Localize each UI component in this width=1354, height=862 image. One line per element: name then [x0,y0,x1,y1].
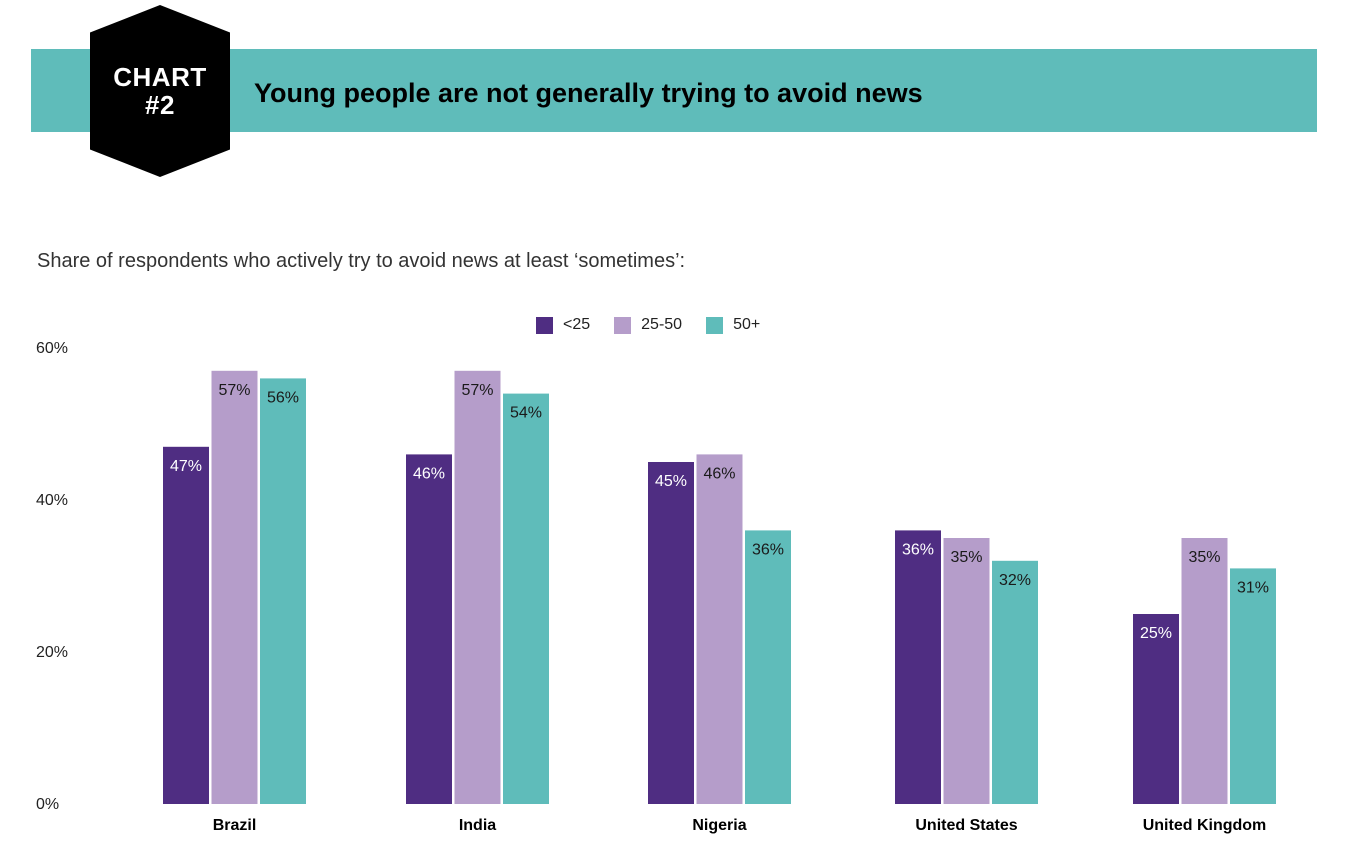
legend: <25 25-50 50+ [536,316,784,334]
bar-value-label: 57% [218,382,250,399]
chart-title: Young people are not generally trying to… [254,78,923,108]
bar-united-states-25-50 [943,538,990,804]
x-category-label: United Kingdom [1143,817,1267,834]
bar-value-label: 31% [1237,579,1269,596]
bar-united-states-50 [992,560,1038,804]
y-tick-label: 20% [36,644,68,661]
bar-value-label: 35% [950,549,982,566]
legend-label-under-25: <25 [563,316,591,333]
x-category-label: Brazil [213,817,257,834]
legend-swatch-50-plus [706,316,724,334]
bar-value-label: 46% [413,465,445,482]
bar-india-50 [503,393,549,804]
bar-brazil-under-25 [163,446,209,804]
bar-nigeria-25-50 [696,454,743,804]
bar-india-25-50 [454,370,501,804]
legend-label-25-50: 25-50 [641,316,683,333]
bar-value-label: 57% [461,382,493,399]
bar-india-under-25 [406,454,452,804]
x-category-label: Nigeria [692,817,746,834]
bar-value-label: 54% [510,405,542,422]
legend-label-50-plus: 50+ [733,316,761,333]
chart-number-badge: CHART #2 [90,5,230,177]
bar-value-label: 46% [703,465,735,482]
bar-united-kingdom-under-25 [1133,614,1179,804]
bar-value-label: 56% [267,389,299,406]
bar-nigeria-50 [745,530,791,804]
x-category-label: India [459,817,496,834]
chart-subtitle: Share of respondents who actively try to… [37,250,686,272]
y-tick-label: 0% [36,796,59,813]
legend-item-under-25: <25 [536,316,590,334]
y-tick-label: 60% [36,340,68,357]
x-category-label: United States [915,817,1017,834]
bar-value-label: 36% [902,541,934,558]
bar-value-label: 45% [655,473,687,490]
bar-united-kingdom-25-50 [1181,538,1228,804]
bar-value-label: 47% [170,458,202,475]
y-tick-label: 40% [36,492,68,509]
bar-brazil-25-50 [211,370,258,804]
legend-item-50-plus: 50+ [706,316,760,334]
bar-value-label: 36% [752,541,784,558]
bar-united-states-under-25 [895,530,941,804]
legend-item-25-50: 25-50 [614,316,682,334]
bar-value-label: 35% [1188,549,1220,566]
title-banner [31,49,1317,132]
bar-brazil-50 [260,378,306,804]
bar-nigeria-under-25 [648,462,694,804]
bar-value-label: 25% [1140,625,1172,642]
legend-swatch-25-50 [614,316,632,334]
bar-value-label: 32% [999,572,1031,589]
bar-united-kingdom-50 [1230,568,1276,804]
chart-number-label: CHART #2 [113,62,207,120]
legend-swatch-under-25 [536,316,553,334]
